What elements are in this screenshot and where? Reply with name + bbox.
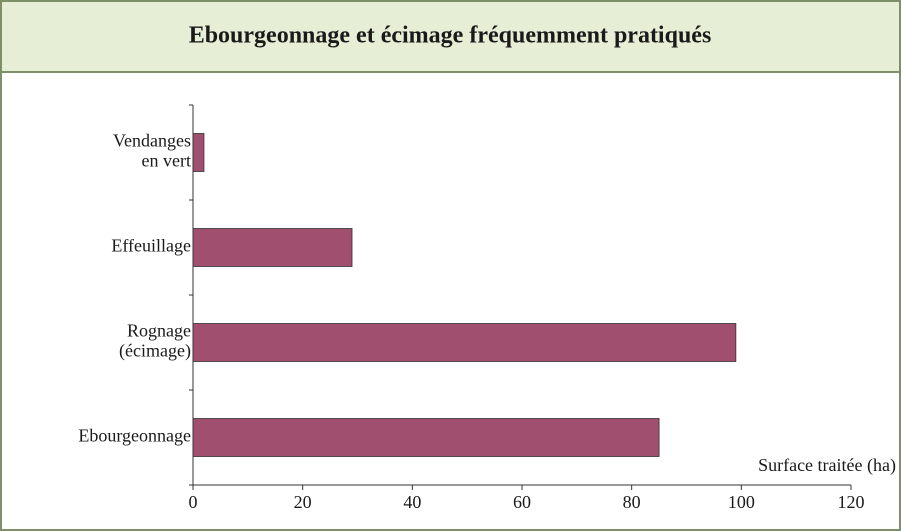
y-tick-label: Ebourgeonnage xyxy=(78,426,191,446)
x-tick-label: 100 xyxy=(728,492,755,512)
bar xyxy=(192,228,353,267)
x-tick-label: 60 xyxy=(513,492,531,512)
x-tick-label: 120 xyxy=(838,492,865,512)
y-tick-label: Vendanges en vert xyxy=(113,131,191,171)
bar xyxy=(192,418,660,457)
x-tick-label: 0 xyxy=(189,492,198,512)
y-tick-label: Rognage (écimage) xyxy=(119,321,191,362)
x-axis-label: Surface traitée (ha) xyxy=(758,455,896,476)
bar xyxy=(192,323,737,362)
x-tick-label: 80 xyxy=(623,492,641,512)
chart-title: Ebourgeonnage et écimage fréquemment pra… xyxy=(189,23,712,49)
x-tick-label: 20 xyxy=(294,492,312,512)
bar xyxy=(192,133,205,172)
y-tick-label: Effeuillage xyxy=(111,236,191,256)
title-banner xyxy=(0,0,901,73)
x-tick-label: 40 xyxy=(403,492,421,512)
